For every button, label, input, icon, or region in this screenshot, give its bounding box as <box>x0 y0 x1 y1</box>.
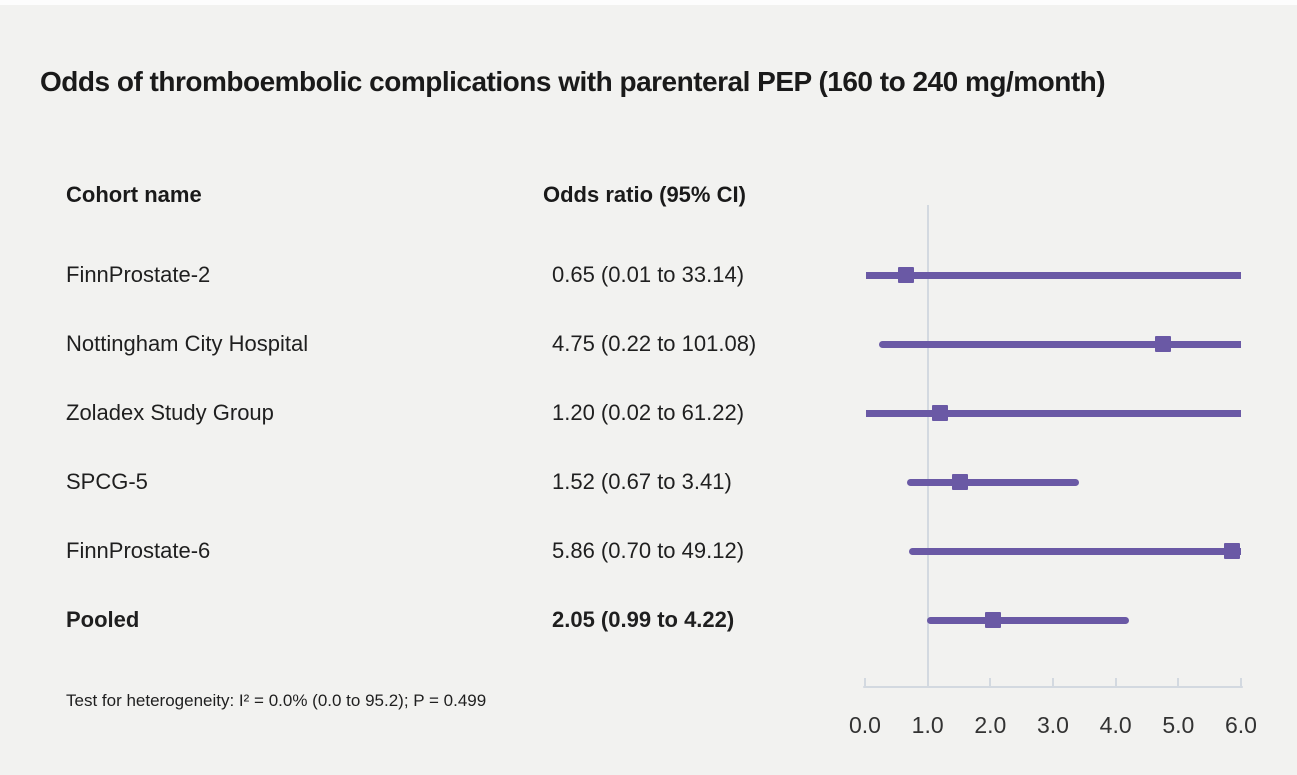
axis-tick <box>926 678 929 688</box>
odds-ratio-value: 4.75 (0.22 to 101.08) <box>552 331 757 356</box>
cohort-name-label: Nottingham City Hospital <box>66 331 309 356</box>
or-marker <box>1224 543 1241 559</box>
table-row: Nottingham City Hospital 4.75 (0.22 to 10… <box>0 329 860 359</box>
ci-line <box>908 547 1241 555</box>
odds-ratio-column-header: Odds ratio (95% CI) <box>543 182 746 207</box>
cohort-name-label: Zoladex Study Group <box>66 400 274 425</box>
axis-tick-label: 5.0 <box>1162 712 1195 738</box>
heterogeneity-note: Test for heterogeneity: I² = 0.0% (0.0 t… <box>66 691 487 710</box>
cohort-name-label: Pooled <box>66 607 140 632</box>
axis-tick <box>864 678 866 688</box>
axis-tick-label: 1.0 <box>911 712 944 738</box>
or-marker <box>932 405 949 421</box>
or-marker <box>985 612 1002 628</box>
cohort-column-header: Cohort name <box>66 182 202 207</box>
axis-tick-label: 4.0 <box>1099 712 1132 738</box>
odds-ratio-value: 2.05 (0.99 to 4.22) <box>552 607 735 632</box>
odds-ratio-value: 1.52 (0.67 to 3.41) <box>552 469 732 494</box>
table-row: SPCG-5 1.52 (0.67 to 3.41) <box>0 467 860 497</box>
figure-title: Odds of thromboembolic complications wit… <box>40 66 1106 97</box>
ci-line <box>865 271 1241 279</box>
top-strip <box>0 0 1297 5</box>
cohort-name-label: FinnProstate-6 <box>66 538 211 563</box>
ci-line <box>878 340 1241 348</box>
axis-tick <box>1177 678 1180 688</box>
odds-ratio-value: 5.86 (0.70 to 49.12) <box>552 538 745 563</box>
or-marker <box>897 267 914 283</box>
cohort-name-label: FinnProstate-2 <box>66 262 211 287</box>
axis-tick <box>1114 678 1117 688</box>
axis-tick <box>989 678 992 688</box>
odds-ratio-value: 1.20 (0.02 to 61.22) <box>552 400 745 425</box>
axis-tick <box>1052 678 1054 688</box>
axis-tick-label: 0.0 <box>849 712 881 738</box>
axis-tick-label: 2.0 <box>974 712 1007 738</box>
ci-line <box>866 409 1241 417</box>
forest-plot-area <box>863 205 1243 688</box>
axis-tick <box>1240 678 1242 688</box>
axis-tick-label: 3.0 <box>1037 712 1069 738</box>
table-row: FinnProstate-6 5.86 (0.70 to 49.12) <box>0 536 860 566</box>
table-row: FinnProstate-2 0.65 (0.01 to 33.14) <box>0 260 860 290</box>
axis-tick-label: 6.0 <box>1225 712 1257 738</box>
ci-line <box>906 478 1079 486</box>
or-marker <box>1154 336 1171 352</box>
table-row: Pooled 2.05 (0.99 to 4.22) <box>0 605 860 635</box>
ci-line <box>927 616 1130 624</box>
table-row: Zoladex Study Group 1.20 (0.02 to 61.22) <box>0 398 860 428</box>
reference-line <box>926 205 929 688</box>
cohort-name-label: SPCG-5 <box>66 469 148 494</box>
or-marker <box>952 474 969 490</box>
odds-ratio-value: 0.65 (0.01 to 33.14) <box>552 262 745 287</box>
